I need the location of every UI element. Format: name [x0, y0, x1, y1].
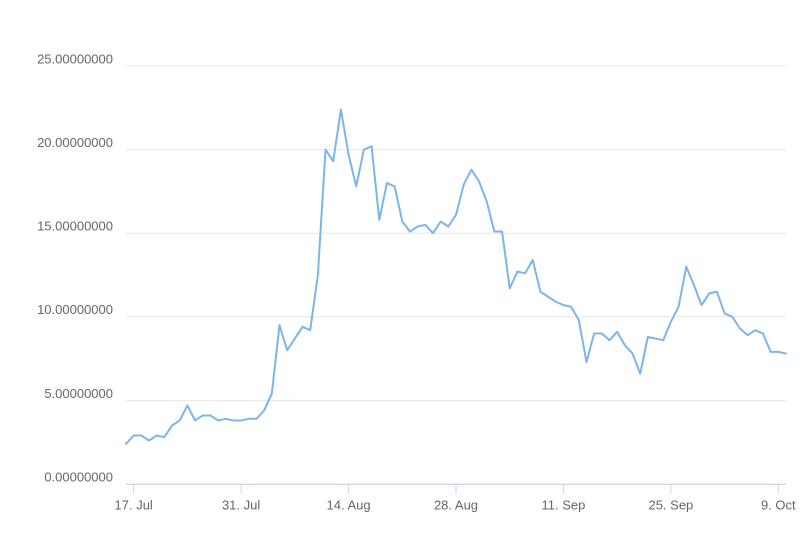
y-tick-label: 10.00000000: [37, 302, 113, 317]
x-tick-label: 14. Aug: [327, 497, 371, 512]
y-tick-label: 20.00000000: [37, 135, 113, 150]
line: [125, 108, 787, 445]
x-tick-label: 31. Jul: [222, 497, 260, 512]
x-tick-label: 28. Aug: [434, 497, 478, 512]
x-tick-label: 17. Jul: [115, 497, 153, 512]
x-tick-label: 11. Sep: [542, 497, 586, 512]
y-tick-label: 0.00000000: [44, 469, 113, 484]
x-tick-label: 25. Sep: [648, 497, 693, 512]
y-tick-label: 5.00000000: [44, 386, 113, 401]
y-tick-label: 15.00000000: [37, 219, 113, 234]
y-tick-label: 25.00000000: [37, 51, 113, 66]
x-tick-label: 9. Oct: [761, 497, 796, 512]
